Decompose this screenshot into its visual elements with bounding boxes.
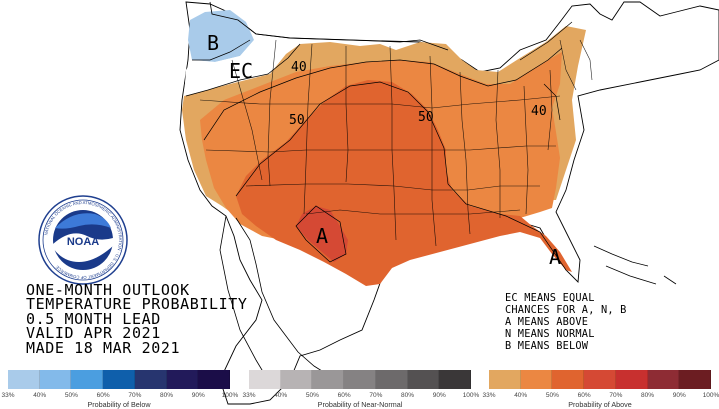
canada-border <box>209 1 449 51</box>
contour-label-50-east: 50 <box>418 110 434 125</box>
scale-tick-label: 60% <box>96 392 110 399</box>
scale-tick-label: 33% <box>242 392 256 399</box>
scale-ticks-below: 33% 40% 50% 60% 70% 80% 90% 100% <box>1 391 238 400</box>
scale-tick-label: 40% <box>514 392 528 399</box>
scale-swatch-below <box>166 370 199 389</box>
scale-title-above: Probability of Above <box>568 400 632 409</box>
region-ec <box>184 40 286 96</box>
scale-swatch-near-normal <box>312 370 345 389</box>
scale-tick-label: 90% <box>672 392 686 399</box>
scale-tick-label: 100% <box>462 392 480 399</box>
scale-swatch-below <box>71 370 104 389</box>
scale-tick-label: 100% <box>221 392 239 399</box>
scale-tick-label: 33% <box>482 392 496 399</box>
scale-swatch-near-normal <box>249 370 281 389</box>
scale-bar-near-normal <box>249 370 471 389</box>
legend-line-above: A MEANS ABOVE <box>505 316 589 328</box>
scale-swatch-below <box>39 370 72 389</box>
legend-line-ec-cont: CHANCES FOR A, N, B <box>505 304 627 316</box>
category-label-ec: EC <box>229 59 253 83</box>
scale-swatch-above <box>520 370 553 389</box>
scale-swatch-near-normal <box>280 370 313 389</box>
scale-ticks-above: 33% 40% 50% 60% 70% 80% 90% 100% <box>482 391 719 400</box>
legend-line-normal: N MEANS NORMAL <box>505 328 595 340</box>
scale-swatch-above <box>584 370 616 389</box>
title-line-valid: VALID APR 2021 <box>26 324 161 343</box>
scale-swatch-below <box>134 370 167 389</box>
scale-swatch-above <box>679 370 711 389</box>
legend-line-ec: EC MEANS EQUAL <box>505 292 595 304</box>
scale-tick-label: 80% <box>401 392 415 399</box>
title-line-variable: TEMPERATURE PROBABILITY <box>26 295 248 314</box>
region-above-60 <box>296 206 348 262</box>
scale-swatch-below <box>8 370 40 389</box>
scale-tick-label: 60% <box>337 392 351 399</box>
gulf-islands <box>593 245 677 285</box>
scale-bar-above <box>489 370 711 389</box>
scale-tick-label: 50% <box>64 392 78 399</box>
category-label-above-florida: A <box>549 245 561 269</box>
scale-tick-label: 40% <box>33 392 47 399</box>
scale-swatch-above <box>489 370 521 389</box>
scale-bar-below <box>8 370 230 389</box>
region-below-40 <box>188 10 254 62</box>
title-line-product: ONE-MONTH OUTLOOK <box>26 281 190 299</box>
noaa-logo: NOAA NATIONAL OCEANIC AND ATMOSPHERIC AD… <box>38 195 128 285</box>
outlook-title-block: ONE-MONTH OUTLOOK TEMPERATURE PROBABILIT… <box>26 281 248 357</box>
scale-tick-label: 70% <box>369 392 383 399</box>
scale-tick-label: 80% <box>160 392 174 399</box>
contour-label-40-west: 40 <box>291 60 307 75</box>
title-line-made: MADE 18 MAR 2021 <box>26 338 181 357</box>
scale-tick-label: 80% <box>641 392 655 399</box>
scale-tick-label: 50% <box>305 392 319 399</box>
scale-swatch-above <box>552 370 585 389</box>
scale-tick-label: 70% <box>128 392 142 399</box>
scale-tick-label: 70% <box>609 392 623 399</box>
scale-tick-label: 33% <box>1 392 15 399</box>
scale-swatch-near-normal <box>344 370 376 389</box>
scale-tick-label: 40% <box>274 392 288 399</box>
state-boundaries <box>199 39 593 247</box>
scale-title-near-normal: Probability of Near-Normal <box>317 400 403 409</box>
scale-tick-label: 50% <box>545 392 559 399</box>
probability-contours <box>185 21 573 271</box>
scale-swatch-above <box>615 370 648 389</box>
scale-title-below: Probability of Below <box>87 400 151 409</box>
category-label-below: B <box>207 31 219 55</box>
scale-swatch-near-normal <box>439 370 471 389</box>
category-legend: EC MEANS EQUAL CHANCES FOR A, N, B A MEA… <box>505 292 627 352</box>
scale-tick-label: 90% <box>432 392 446 399</box>
scale-tick-label: 100% <box>702 392 719 399</box>
scale-swatch-above <box>647 370 680 389</box>
scale-swatch-near-normal <box>375 370 408 389</box>
scale-tick-label: 60% <box>577 392 591 399</box>
noaa-logo-text: NOAA <box>67 236 99 248</box>
title-line-lead: 0.5 MONTH LEAD <box>26 309 161 328</box>
scale-tick-label: 90% <box>191 392 205 399</box>
scale-swatch-below <box>103 370 135 389</box>
scale-ticks-near-normal: 33% 40% 50% 60% 70% 80% 90% 100% <box>242 391 479 400</box>
scale-swatch-near-normal <box>407 370 440 389</box>
scale-swatch-below <box>198 370 230 389</box>
contour-label-50-west: 50 <box>289 113 305 128</box>
mexico-coast <box>219 215 331 381</box>
category-label-above-southwest: A <box>316 224 328 248</box>
contour-label-40-east: 40 <box>531 104 547 119</box>
legend-line-below: B MEANS BELOW <box>505 340 589 352</box>
